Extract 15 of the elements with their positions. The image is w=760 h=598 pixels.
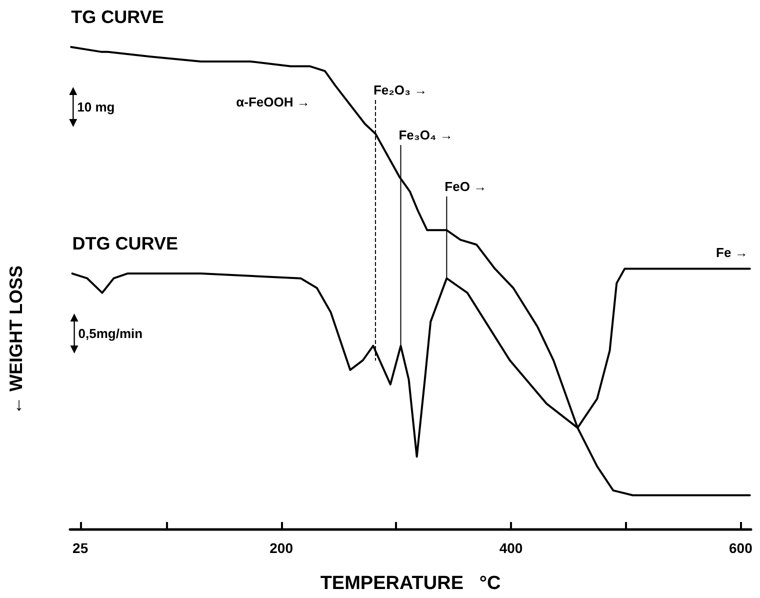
- x-tick-label: 200: [270, 540, 294, 556]
- ref-line-label: Fe₂O₃ →: [373, 82, 428, 98]
- ref-line-label: FeO →: [444, 178, 487, 194]
- series-label: TG CURVE: [71, 7, 164, 27]
- x-tick-label: 600: [728, 540, 753, 556]
- annotation: 0,5mg/min: [78, 326, 143, 342]
- x-axis-title: TEMPERATURE °C: [320, 573, 501, 594]
- annotation: Fe →: [716, 245, 748, 260]
- ref-line-label: Fe₃O₄ →: [398, 128, 453, 143]
- series-label: DTG CURVE: [72, 234, 178, 254]
- y-axis-title: ← WEIGHT LOSS: [6, 265, 26, 415]
- x-tick-label: 400: [499, 540, 523, 556]
- annotation: α-FeOOH →: [236, 94, 310, 110]
- annotation: 10 mg: [77, 100, 115, 114]
- x-tick-label: 25: [72, 540, 88, 556]
